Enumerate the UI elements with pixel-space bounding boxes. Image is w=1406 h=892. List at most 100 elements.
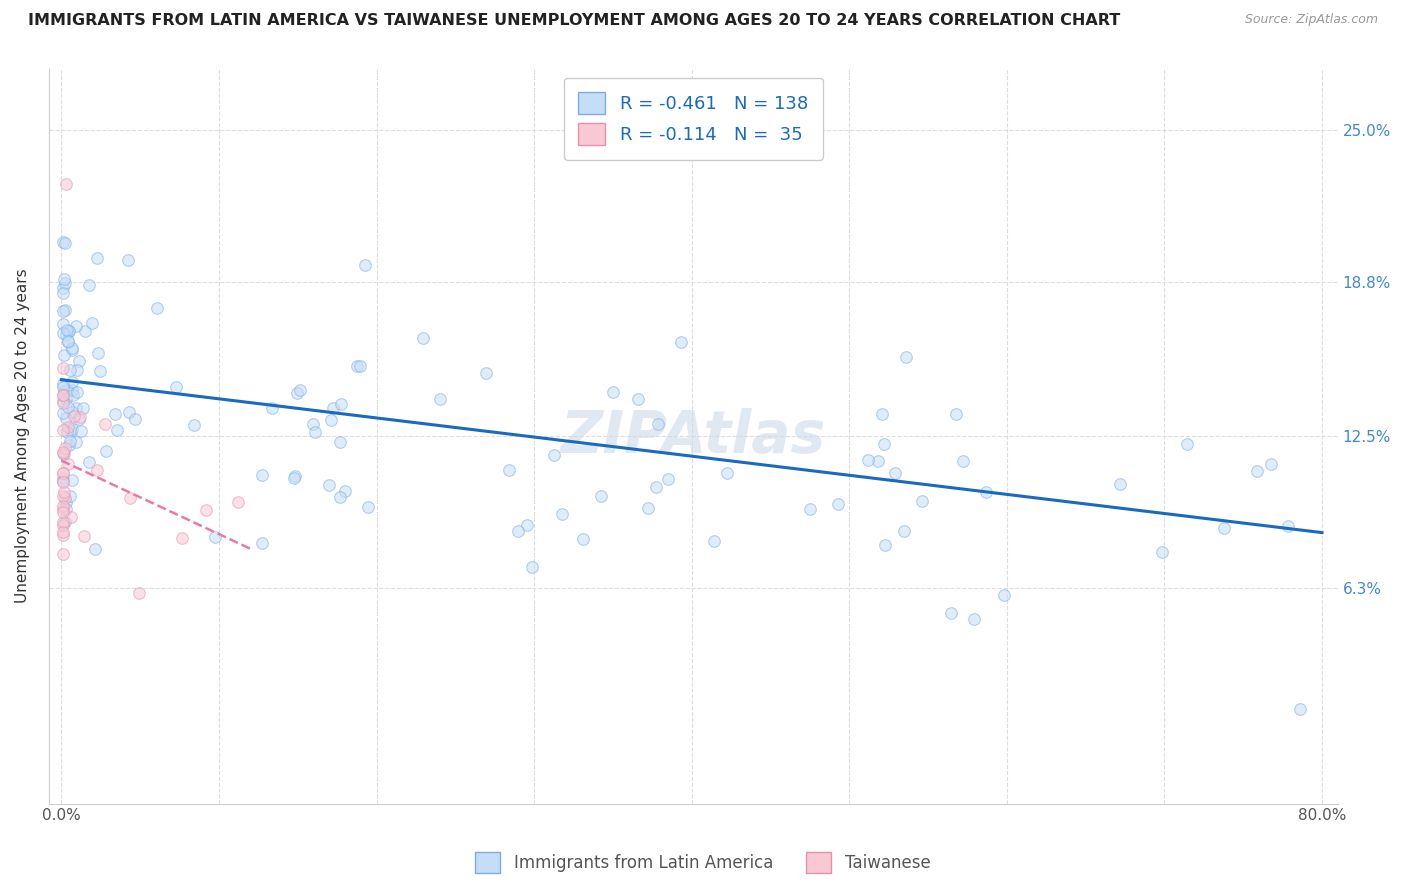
Point	[77, 277, 100, 292]
Text: Source: ZipAtlas.com: Source: ZipAtlas.com	[1244, 13, 1378, 27]
Point	[283, 471, 305, 485]
Point	[59, 434, 82, 448]
Point	[65, 319, 87, 334]
Point	[55, 411, 77, 425]
Point	[52, 475, 75, 490]
Point	[543, 448, 565, 462]
Point	[669, 334, 692, 349]
Point	[105, 423, 128, 437]
Point	[55, 323, 77, 337]
Point	[572, 532, 595, 546]
Point	[118, 491, 141, 506]
Point	[58, 325, 80, 339]
Point	[952, 454, 974, 468]
Point	[84, 542, 107, 557]
Point	[70, 425, 93, 439]
Point	[703, 534, 725, 549]
Point	[52, 304, 75, 318]
Point	[104, 407, 127, 421]
Point	[52, 395, 75, 409]
Point	[55, 328, 77, 343]
Point	[60, 341, 83, 355]
Point	[60, 405, 83, 419]
Point	[875, 537, 897, 551]
Point	[204, 530, 226, 544]
Point	[963, 612, 986, 626]
Point	[412, 331, 434, 345]
Point	[60, 422, 83, 436]
Point	[52, 484, 75, 499]
Point	[330, 397, 353, 411]
Point	[319, 412, 342, 426]
Point	[333, 483, 356, 498]
Point	[52, 518, 75, 533]
Point	[58, 400, 80, 414]
Point	[52, 326, 75, 340]
Point	[62, 375, 84, 389]
Point	[59, 489, 82, 503]
Point	[866, 453, 889, 467]
Point	[55, 392, 77, 406]
Point	[56, 383, 79, 397]
Point	[59, 510, 82, 524]
Legend: Immigrants from Latin America, Taiwanese: Immigrants from Latin America, Taiwanese	[468, 846, 938, 880]
Point	[86, 346, 108, 360]
Point	[52, 317, 75, 331]
Point	[1260, 457, 1282, 471]
Point	[353, 258, 375, 272]
Point	[118, 405, 141, 419]
Point	[165, 380, 187, 394]
Point	[52, 466, 75, 480]
Point	[53, 277, 76, 291]
Point	[75, 325, 97, 339]
Point	[53, 348, 76, 362]
Point	[59, 363, 82, 377]
Point	[72, 401, 94, 415]
Point	[250, 468, 273, 483]
Point	[644, 480, 666, 494]
Point	[63, 409, 86, 423]
Point	[69, 410, 91, 425]
Point	[52, 361, 75, 376]
Point	[52, 388, 75, 402]
Point	[128, 586, 150, 600]
Point	[856, 452, 879, 467]
Point	[516, 518, 538, 533]
Point	[86, 462, 108, 476]
Point	[53, 491, 76, 505]
Point	[52, 528, 75, 542]
Point	[53, 302, 76, 317]
Point	[993, 589, 1015, 603]
Point	[498, 463, 520, 477]
Point	[1246, 464, 1268, 478]
Y-axis label: Unemployment Among Ages 20 to 24 years: Unemployment Among Ages 20 to 24 years	[15, 268, 30, 603]
Point	[183, 418, 205, 433]
Point	[550, 508, 572, 522]
Point	[252, 536, 274, 550]
Point	[58, 438, 80, 452]
Point	[52, 423, 75, 437]
Point	[52, 406, 75, 420]
Point	[52, 467, 75, 481]
Point	[52, 445, 75, 459]
Point	[283, 469, 305, 483]
Point	[146, 301, 169, 315]
Point	[60, 384, 83, 398]
Point	[56, 334, 79, 349]
Point	[894, 351, 917, 365]
Point	[329, 435, 352, 450]
Point	[60, 473, 83, 487]
Point	[52, 470, 75, 484]
Point	[52, 444, 75, 458]
Point	[66, 363, 89, 377]
Point	[55, 502, 77, 516]
Point	[1109, 477, 1132, 491]
Point	[170, 531, 193, 545]
Point	[195, 502, 218, 516]
Point	[67, 354, 90, 368]
Text: ZIPAtlas: ZIPAtlas	[561, 408, 825, 465]
Point	[52, 505, 75, 519]
Point	[872, 407, 894, 421]
Point	[52, 489, 75, 503]
Point	[349, 359, 371, 374]
